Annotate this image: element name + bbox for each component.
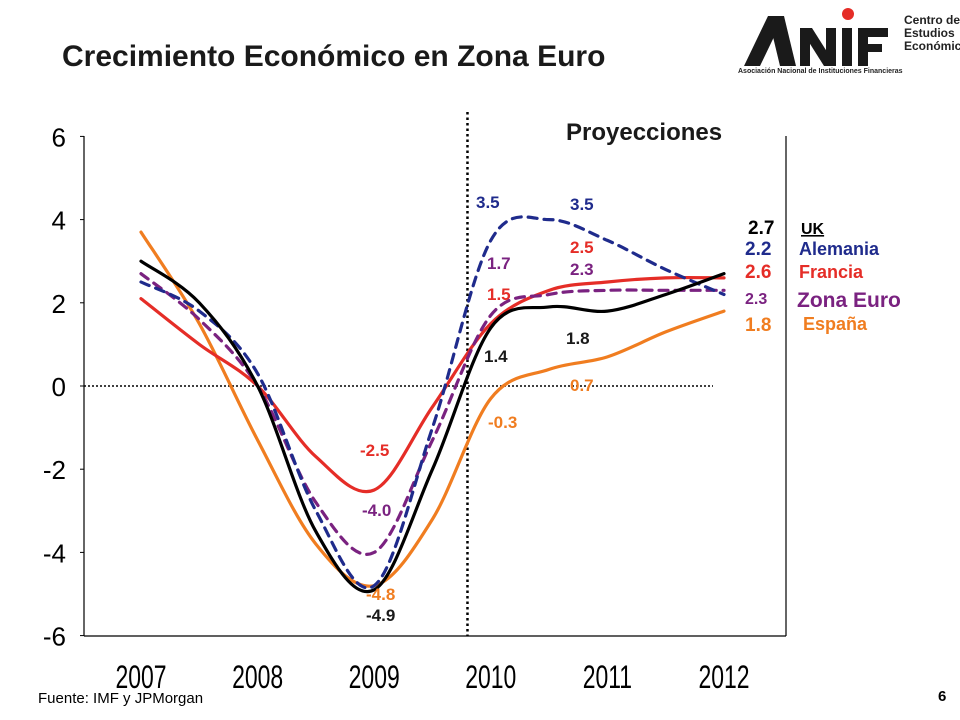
y-tick-label: -2 [43,455,66,485]
data-label: 3.5 [476,193,500,212]
data-label: -4.0 [362,501,391,520]
data-label: 2.5 [570,238,594,257]
legend-value: 2.2 [745,239,771,260]
logo-tagline-line: Económicos [904,39,960,53]
legend-value: 1.8 [745,315,771,336]
logo-tagline: Centro de Estudios Económicos [904,14,960,53]
data-label: -2.5 [360,441,389,460]
data-label: 3.5 [570,195,594,214]
y-tick-label: -4 [43,538,66,568]
data-label: 2.3 [570,260,594,279]
logo-tagline-line: Centro de [904,13,960,27]
data-label: 0.7 [570,376,594,395]
logo-tagline-line: Estudios [904,26,955,40]
data-label: 1.5 [487,285,511,304]
legend-entry: Alemania [799,239,880,259]
data-label: 1.8 [566,329,590,348]
data-label: 1.4 [484,347,508,366]
legend-value: 2.7 [748,218,774,239]
y-tick-label: 2 [52,289,66,319]
legend-entry: UK [801,221,825,238]
y-tick-label: -6 [43,622,66,652]
data-label: -0.3 [488,413,517,432]
legend-entry: Zona Euro [797,289,901,312]
logo-subtitle: Asociación Nacional de Instituciones Fin… [738,68,903,75]
projection-label: Proyecciones [566,119,722,146]
x-tick-label: 2008 [232,659,283,695]
y-tick-label: 4 [52,206,66,236]
data-label: -4.8 [366,585,395,604]
legend-value: 2.3 [745,291,767,308]
series-line-espana [139,230,726,588]
x-tick-label: 2011 [583,659,632,695]
data-label: -4.9 [366,606,395,625]
data-label: 1.7 [487,254,511,273]
source-note: Fuente: IMF y JPMorgan [38,690,204,707]
page-title: Crecimiento Económico en Zona Euro [62,40,606,73]
legend-entry: España [803,314,868,334]
legend-entry: Francia [799,262,864,282]
x-tick-label: 2010 [465,659,516,695]
x-tick-label: 2009 [349,659,400,695]
series-line-francia [139,275,726,494]
x-tick-label: 2012 [698,659,749,695]
anif-logo-mark [744,8,888,66]
series-line-alemania [139,215,726,590]
y-tick-label: 0 [52,372,66,402]
page-number: 6 [938,688,947,705]
x-tick-label: 2007 [115,659,166,695]
anif-logo: Asociación Nacional de Instituciones Fin… [738,6,960,92]
y-tick-label: 6 [52,122,66,152]
legend-value: 2.6 [745,262,771,283]
series-line-uk [139,259,726,594]
series-line-zona-euro [139,272,726,556]
